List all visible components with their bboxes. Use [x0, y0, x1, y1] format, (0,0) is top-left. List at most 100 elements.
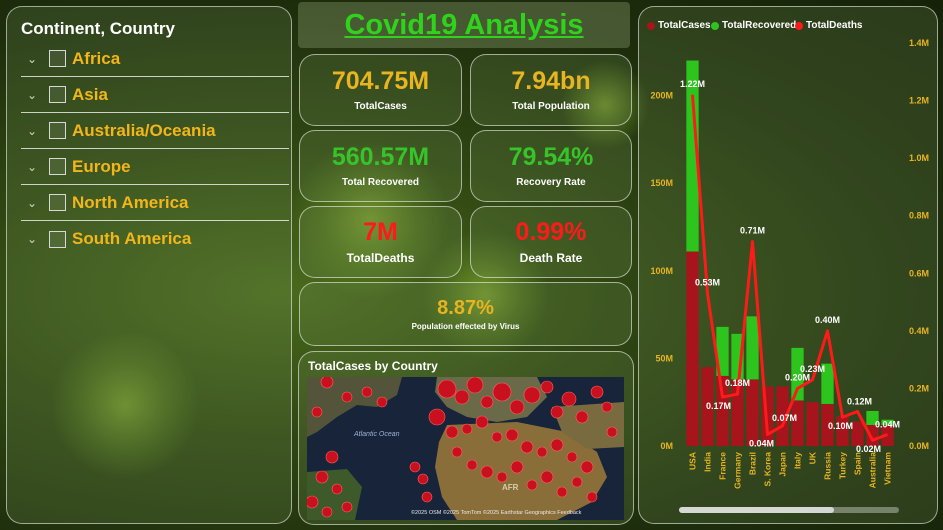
map-bubble: [466, 459, 478, 471]
y-right-tick-label: 1.0M: [909, 153, 929, 163]
checkbox[interactable]: [49, 158, 66, 175]
virus-illustration: [420, 230, 550, 360]
map-bubble: [466, 377, 484, 394]
map-bubble: [601, 401, 613, 413]
map-bubble: [590, 385, 604, 399]
chevron-down-icon[interactable]: ⌄: [26, 87, 38, 102]
bar-totalrecovered: [746, 316, 759, 380]
checkbox[interactable]: [49, 230, 66, 248]
map-bubble: [540, 380, 554, 394]
map-bubble: [520, 440, 534, 454]
world-map[interactable]: Atlantic Ocean AFR ©2025 OSM ©2025 TomTo…: [307, 377, 624, 520]
land-north-america: [307, 377, 402, 437]
total-deaths-label: TotalDeaths: [346, 251, 415, 266]
x-tick-label: India: [703, 452, 713, 472]
slicer-item-north-america[interactable]: ⌄ North America: [21, 185, 289, 221]
map-title: TotalCases by Country: [308, 359, 438, 373]
bar-totalcases: [866, 424, 879, 446]
total-recovered-value: 560.57M: [331, 143, 430, 172]
map-bubble: [325, 450, 339, 464]
map-bubble: [505, 428, 519, 442]
chevron-down-icon[interactable]: ⌄: [26, 123, 38, 138]
slicer-item-south-america[interactable]: ⌄ South America: [21, 221, 289, 257]
bar-totalrecovered: [866, 410, 879, 425]
population-effected-card: 8.87% Population effected by Virus: [299, 282, 632, 346]
slicer-item-australia-oceania[interactable]: ⌄ Australia/Oceania: [21, 113, 289, 149]
bar-totalcases: [806, 402, 819, 446]
map-bubble: [361, 386, 373, 398]
map-bubbles: [307, 377, 618, 518]
map-bubble: [454, 389, 470, 405]
map-bubble: [561, 391, 577, 407]
map-bubble: [445, 425, 459, 439]
land-arabia: [552, 402, 624, 449]
chevron-down-icon[interactable]: ⌄: [26, 195, 38, 210]
x-tick-label: UK: [808, 451, 818, 464]
data-label-totaldeaths: 0.53M: [695, 277, 720, 287]
map-svg: Atlantic Ocean AFR ©2025 OSM ©2025 TomTo…: [307, 377, 624, 520]
bar-totalrecovered: [686, 60, 699, 252]
y-left-tick-label: 150M: [650, 178, 673, 188]
map-bubble: [526, 479, 538, 491]
chevron-down-icon[interactable]: ⌄: [26, 51, 38, 66]
total-cases-value: 704.75M: [331, 67, 430, 96]
y-right-tick-label: 0.8M: [909, 211, 929, 221]
map-bubble: [496, 471, 508, 483]
map-bubble: [536, 446, 548, 458]
data-label-totaldeaths: 0.17M: [706, 401, 731, 411]
checkbox[interactable]: [49, 86, 66, 103]
map-bubble: [311, 406, 323, 418]
map-bubble: [491, 431, 503, 443]
slicer-item-africa[interactable]: ⌄ Africa: [21, 41, 289, 77]
slicer-item-label: North America: [72, 192, 189, 212]
ocean-label: Atlantic Ocean: [353, 431, 400, 438]
data-label-totaldeaths: 0.02M: [856, 444, 881, 454]
death-rate-card: 0.99% Death Rate: [470, 206, 632, 278]
x-tick-label: USA: [688, 452, 698, 470]
total-population-label: Total Population: [512, 100, 590, 112]
chevron-down-icon[interactable]: ⌄: [26, 232, 38, 246]
bar-totalcases: [836, 416, 849, 446]
total-population-card: 7.94bn Total Population: [470, 54, 632, 126]
data-label-totaldeaths: 0.71M: [740, 226, 765, 236]
legend-label: TotalCases: [658, 20, 711, 31]
continent-country-slicer: Continent, Country ⌄ Africa ⌄ Asia ⌄ Aus…: [6, 6, 292, 524]
map-bubble: [540, 470, 554, 484]
total-cases-label: TotalCases: [354, 100, 407, 112]
total-recovered-label: Total Recovered: [341, 176, 420, 188]
slicer-item-europe[interactable]: ⌄ Europe: [21, 149, 289, 185]
checkbox[interactable]: [49, 50, 66, 67]
x-tick-label: Brazil: [748, 452, 758, 475]
horizontal-scrollbar-thumb: [679, 507, 834, 513]
total-recovered-card: 560.57M Total Recovered: [299, 130, 462, 202]
checkbox[interactable]: [49, 194, 66, 211]
data-label-totaldeaths: 0.07M: [772, 413, 797, 423]
slicer-item-asia[interactable]: ⌄ Asia: [21, 77, 289, 113]
y-right-tick-label: 0.0M: [909, 441, 929, 451]
dashboard-title: Covid19 Analysis: [344, 8, 584, 41]
map-panel: TotalCases by Country Atlantic Ocean AFR…: [298, 351, 634, 525]
data-label-totaldeaths: 1.22M: [680, 79, 705, 89]
y-left-tick-label: 100M: [650, 266, 673, 276]
legend-item-totalcases[interactable]: TotalCases: [647, 20, 711, 31]
map-bubble: [421, 491, 433, 503]
total-deaths-value: 7M: [363, 217, 398, 246]
data-label-totaldeaths: 0.23M: [800, 364, 825, 374]
y-left-tick-label: 200M: [650, 91, 673, 101]
bar-totalcases: [821, 403, 834, 446]
region-label: AFR: [502, 483, 519, 492]
slicer-item-label: Asia: [72, 84, 108, 104]
x-tick-label: Japan: [778, 452, 788, 477]
virus-illustration: [50, 330, 200, 480]
chevron-down-icon[interactable]: ⌄: [26, 159, 38, 174]
x-tick-label: S. Korea: [763, 452, 773, 487]
slicer-header: Continent, Country: [21, 19, 175, 38]
map-bubble: [376, 396, 388, 408]
legend-item-totalrecovered[interactable]: TotalRecovered: [711, 20, 796, 31]
total-population-value: 7.94bn: [511, 67, 591, 96]
checkbox[interactable]: [49, 122, 66, 139]
legend-item-totaldeaths[interactable]: TotalDeaths: [795, 20, 863, 31]
map-bubble: [341, 391, 353, 403]
combo-chart: 0M 50M 100M 150M 200M 0.0M 0.2M 0.4M 0.6M 0.8M 1.0…: [650, 38, 929, 513]
data-label-totaldeaths: 0.04M: [875, 419, 900, 429]
